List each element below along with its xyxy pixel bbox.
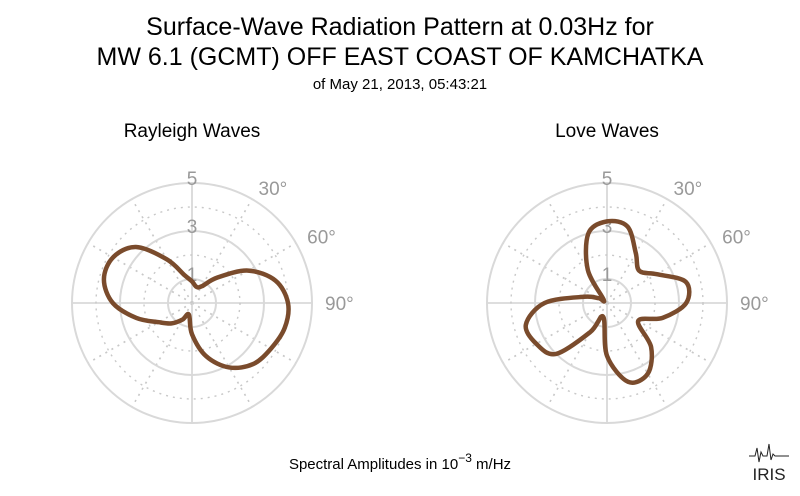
chart-title-line1: Surface-Wave Radiation Pattern at 0.03Hz… — [146, 13, 654, 41]
angle-tick-label: 30° — [674, 179, 703, 200]
angle-spoke — [131, 302, 193, 408]
radial-gridline — [486, 182, 728, 424]
angle-spoke — [131, 198, 193, 304]
amplitude-units-caption: Spectral Amplitudes in 10−3 m/Hz — [0, 451, 800, 476]
angle-spoke — [606, 302, 712, 364]
radial-tick-label: 1 — [602, 265, 613, 286]
radial-tick-label: 5 — [187, 169, 198, 190]
iris-logo: IRIS — [749, 443, 789, 484]
angle-tick-label: 60° — [307, 228, 336, 249]
angle-spoke — [502, 302, 608, 364]
angle-tick-label: 60° — [722, 228, 751, 249]
radial-tick-label: 5 — [602, 169, 613, 190]
radial-gridline — [143, 254, 241, 352]
radial-gridline — [510, 206, 704, 400]
radial-tick-label: 3 — [602, 217, 613, 238]
radiation-pattern-line — [523, 218, 692, 385]
angle-spoke — [546, 302, 608, 408]
rayleigh-panel: Rayleigh Waves 1 3 5 30° 60° 90° — [71, 121, 354, 424]
radial-gridline — [119, 230, 265, 376]
angle-spoke — [87, 242, 193, 304]
angle-spoke — [191, 242, 297, 304]
logo-text: IRIS — [752, 465, 785, 484]
radial-tick-label: 3 — [187, 217, 198, 238]
chart-title-line2: MW 6.1 (GCMT) OFF EAST COAST OF KAMCHATK… — [96, 43, 704, 71]
caption-base: 10 — [441, 456, 459, 473]
angle-tick-label: 30° — [259, 179, 288, 200]
angle-spoke — [87, 302, 193, 364]
chart-subtitle: of May 21, 2013, 05:43:21 — [312, 76, 488, 93]
radial-gridline — [582, 278, 632, 328]
caption-unit: m/Hz — [471, 456, 512, 473]
radial-gridline — [558, 254, 656, 352]
angle-spoke — [606, 242, 712, 304]
caption-exponent: −3 — [458, 451, 472, 465]
angle-spoke — [191, 302, 297, 364]
angle-tick-label: 90° — [740, 294, 769, 315]
radiation-pattern-line — [101, 244, 291, 371]
radial-gridline — [71, 182, 313, 424]
chart-title: Surface-Wave Radiation Pattern at 0.03Hz… — [0, 12, 800, 72]
angle-spoke — [502, 242, 608, 304]
angle-spoke — [191, 302, 253, 408]
angle-spoke — [546, 198, 608, 304]
angle-spoke — [191, 198, 253, 304]
love-panel: Love Waves 1 3 5 30° 60° 90° — [486, 121, 769, 424]
caption-prefix: Spectral Amplitudes in — [288, 456, 442, 473]
angle-tick-label: 90° — [325, 294, 354, 315]
radial-tick-label: 1 — [187, 265, 198, 286]
panel-title: Love Waves — [555, 121, 659, 142]
panel-title: Rayleigh Waves — [124, 121, 261, 142]
angle-spoke — [606, 198, 668, 304]
angle-spoke — [606, 302, 668, 408]
radial-gridline — [534, 230, 680, 376]
